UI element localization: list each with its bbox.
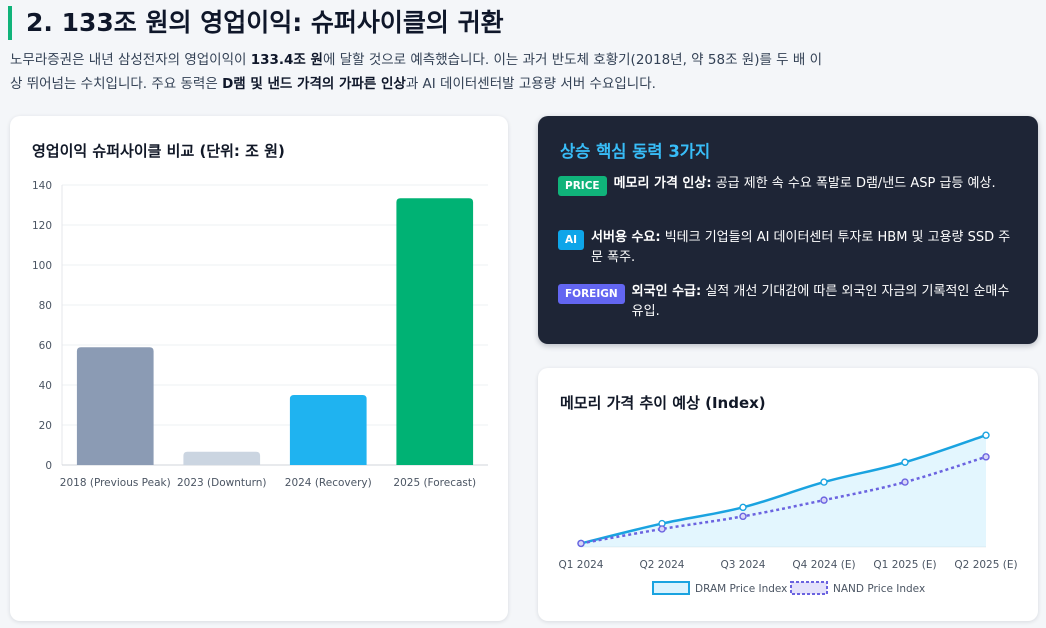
bar [289, 395, 367, 465]
intro-highlight-profit: 133.4조 원 [250, 52, 323, 68]
bar-chart-title: 영업이익 슈퍼사이클 비교 (단위: 조 원) [32, 142, 285, 160]
driver-desc: 빅테크 기업들의 AI 데이터센터 투자로 HBM 및 고용량 SSD 주문 폭… [591, 230, 1011, 265]
intro-text-a: 노무라증권은 내년 삼성전자의 영업이익이 [10, 52, 251, 68]
profit-bar-chart: 0 20 40 60 80 100 120 140 2018 (Previous Peak) 20… [32, 180, 488, 489]
driver-desc: 공급 제한 속 수요 폭발로 D램/낸드 ASP 급등 예상. [711, 176, 996, 191]
legend-label-dram: DRAM Price Index [695, 583, 787, 595]
x-tick-label: Q2 2024 [639, 559, 684, 571]
dram-series-line [580, 434, 987, 545]
y-tick-label: 140 [32, 180, 52, 192]
x-tick-label: Q2 2025 (E) [954, 559, 1017, 571]
nand-point [901, 478, 909, 486]
y-tick-label: 0 [45, 460, 52, 472]
line-chart-title: 메모리 가격 추이 예상 (Index) [560, 394, 766, 412]
dram-point [982, 431, 990, 439]
legend-swatch-nand [790, 581, 828, 595]
y-tick-label: 40 [39, 380, 52, 392]
intro-paragraph: 노무라증권은 내년 삼성전자의 영업이익이 133.4조 원에 달할 것으로 예… [10, 48, 830, 96]
bar [183, 451, 261, 465]
driver-text: 외국인 수급: 실적 개선 기대감에 따른 외국인 자금의 기록적인 순매수 유… [632, 282, 1018, 322]
y-tick-label: 100 [32, 260, 52, 272]
driver-item-price: PRICE 메모리 가격 인상: 공급 제한 속 수요 폭발로 D램/낸드 AS… [558, 174, 1018, 196]
nand-point [577, 539, 585, 548]
driver-item-ai: AI 서버용 수요: 빅테크 기업들의 AI 데이터센터 투자로 HBM 및 고… [558, 228, 1018, 268]
x-tick-label: 2018 (Previous Peak) [60, 477, 171, 489]
dram-point [820, 478, 828, 486]
nand-series-line [580, 455, 987, 545]
x-tick-label: Q1 2024 [558, 559, 603, 571]
y-tick-label: 60 [39, 340, 52, 352]
drivers-title: 상승 핵심 동력 3가지 [560, 142, 711, 161]
nand-point [739, 512, 747, 521]
drivers-card: 상승 핵심 동력 3가지 PRICE 메모리 가격 인상: 공급 제한 속 수요… [538, 116, 1038, 344]
x-tick-label: Q4 2024 (E) [792, 559, 855, 571]
memory-price-line-chart: Q1 2024 Q2 2024 Q3 2024 Q4 2024 (E) Q1 2025 … [558, 431, 1018, 595]
profit-chart-card: 영업이익 슈퍼사이클 비교 (단위: 조 원) 0 20 40 60 80 100 120 1… [10, 116, 508, 621]
page-title-bar: 2. 133조 원의 영업이익: 슈퍼사이클의 귀환 [8, 6, 1028, 40]
dram-point [901, 458, 909, 466]
driver-label: 서버용 수요: [591, 230, 661, 245]
memory-price-chart-card: 메모리 가격 추이 예상 (Index) Q1 2024 Q2 2024 Q3 20… [538, 368, 1038, 621]
x-tick-label: Q3 2024 [720, 559, 765, 571]
bar [76, 347, 154, 465]
driver-text: 메모리 가격 인상: 공급 제한 속 수요 폭발로 D램/낸드 ASP 급등 예… [614, 174, 1018, 194]
dram-point [739, 503, 747, 512]
x-tick-label: Q1 2025 (E) [873, 559, 936, 571]
legend-label-nand: NAND Price Index [833, 583, 925, 595]
nand-point [820, 496, 828, 504]
y-tick-label: 80 [39, 300, 52, 312]
driver-item-foreign: FOREIGN 외국인 수급: 실적 개선 기대감에 따른 외국인 자금의 기록… [558, 282, 1018, 322]
x-tick-label: 2024 (Recovery) [285, 477, 372, 489]
price-badge: PRICE [558, 176, 607, 196]
driver-text: 서버용 수요: 빅테크 기업들의 AI 데이터센터 투자로 HBM 및 고용량 … [591, 228, 1018, 268]
driver-label: 외국인 수급: [631, 284, 702, 299]
driver-desc: 실적 개선 기대감에 따른 외국인 자금의 기록적인 순매수 유입. [631, 284, 1010, 319]
intro-text-e: 과 AI 데이터센터발 고용량 서버 수요입니다. [405, 76, 656, 92]
page-title: 2. 133조 원의 영업이익: 슈퍼사이클의 귀환 [26, 8, 504, 37]
x-tick-label: 2023 (Downturn) [177, 477, 267, 489]
dram-area-fill [581, 435, 986, 547]
y-tick-label: 120 [32, 220, 52, 232]
y-tick-label: 20 [39, 420, 52, 432]
legend-swatch-dram [652, 581, 690, 595]
x-tick-label: 2025 (Forecast) [393, 477, 476, 489]
intro-highlight-price: D램 및 낸드 가격의 가파른 인상 [222, 76, 406, 92]
intro-text-c: 에 달할 것으로 예측했습니다. 이는 과거 반도체 호황기(2018년, 약 … [10, 52, 823, 92]
foreign-badge: FOREIGN [558, 284, 625, 304]
nand-point [982, 453, 990, 461]
driver-label: 메모리 가격 인상: [613, 176, 712, 191]
nand-point [658, 525, 666, 533]
ai-badge: AI [558, 230, 585, 250]
bar [396, 198, 474, 465]
